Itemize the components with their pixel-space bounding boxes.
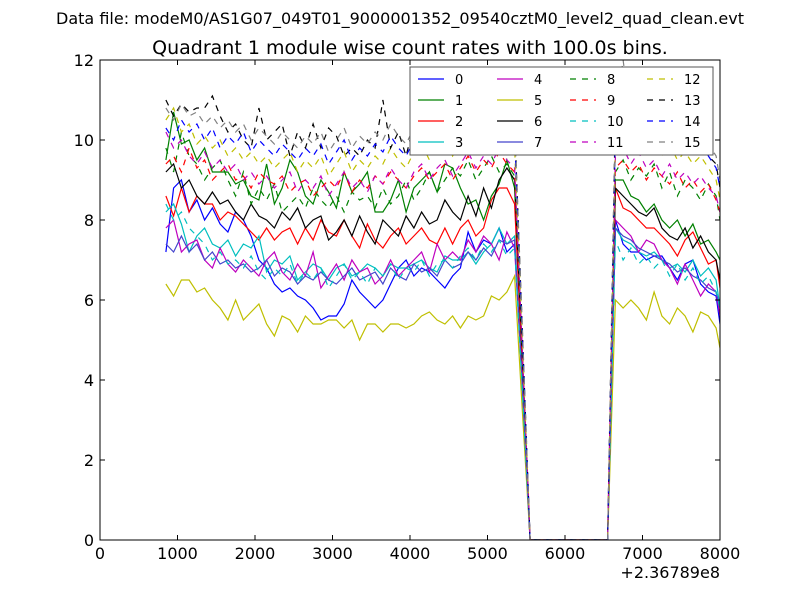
y-tick-label: 0 (84, 531, 94, 550)
y-tick-label: 6 (84, 291, 94, 310)
x-offset-label: +2.36789e8 (620, 563, 720, 582)
series-line-1 (165, 111, 720, 540)
chart-title: Quadrant 1 module wise count rates with … (152, 37, 668, 59)
legend-box (409, 66, 714, 156)
legend-label-3: 3 (455, 136, 463, 151)
series-line-2 (165, 185, 720, 540)
series-line-8 (165, 131, 720, 540)
legend-label-7: 7 (534, 136, 542, 151)
legend-label-8: 8 (607, 73, 615, 88)
series-line-11 (165, 131, 720, 540)
series-line-0 (165, 178, 720, 540)
x-tick-label: 6000 (545, 544, 586, 563)
y-tick-label: 8 (84, 211, 94, 230)
x-tick-label: 2000 (235, 544, 276, 563)
x-tick-label: 8000 (700, 544, 741, 563)
legend-label-15: 15 (684, 136, 701, 151)
legend-label-1: 1 (455, 94, 463, 109)
series-line-14 (165, 114, 720, 540)
x-tick-label: 5000 (467, 544, 508, 563)
x-tick-label: 3000 (312, 544, 353, 563)
legend-label-13: 13 (684, 94, 701, 109)
series-line-7 (165, 226, 720, 540)
y-tick-label: 10 (74, 131, 94, 150)
series-line-13 (165, 90, 720, 540)
series-line-3 (165, 202, 720, 540)
x-tick-label: 4000 (390, 544, 431, 563)
legend-label-0: 0 (455, 73, 463, 88)
legend-label-14: 14 (684, 115, 701, 130)
series-line-9 (165, 146, 720, 540)
series-line-6 (165, 162, 720, 540)
legend-label-11: 11 (607, 136, 624, 151)
legend-label-5: 5 (534, 94, 542, 109)
y-tick-label: 12 (74, 51, 94, 70)
legend-label-9: 9 (607, 94, 615, 109)
legend-label-10: 10 (607, 115, 624, 130)
series-line-4 (165, 218, 720, 540)
legend-label-2: 2 (455, 115, 463, 130)
x-tick-label: 7000 (622, 544, 663, 563)
chart-suptitle: Data file: modeM0/AS1G07_049T01_90000013… (56, 9, 744, 29)
series-line-5 (165, 273, 720, 540)
x-tick-label: 0 (95, 544, 105, 563)
x-tick-label: 1000 (157, 544, 198, 563)
legend-label-6: 6 (534, 115, 542, 130)
series-line-10 (165, 203, 720, 540)
legend-label-4: 4 (534, 73, 542, 88)
y-tick-label: 4 (84, 371, 94, 390)
legend-label-12: 12 (684, 73, 701, 88)
y-tick-label: 2 (84, 451, 94, 470)
